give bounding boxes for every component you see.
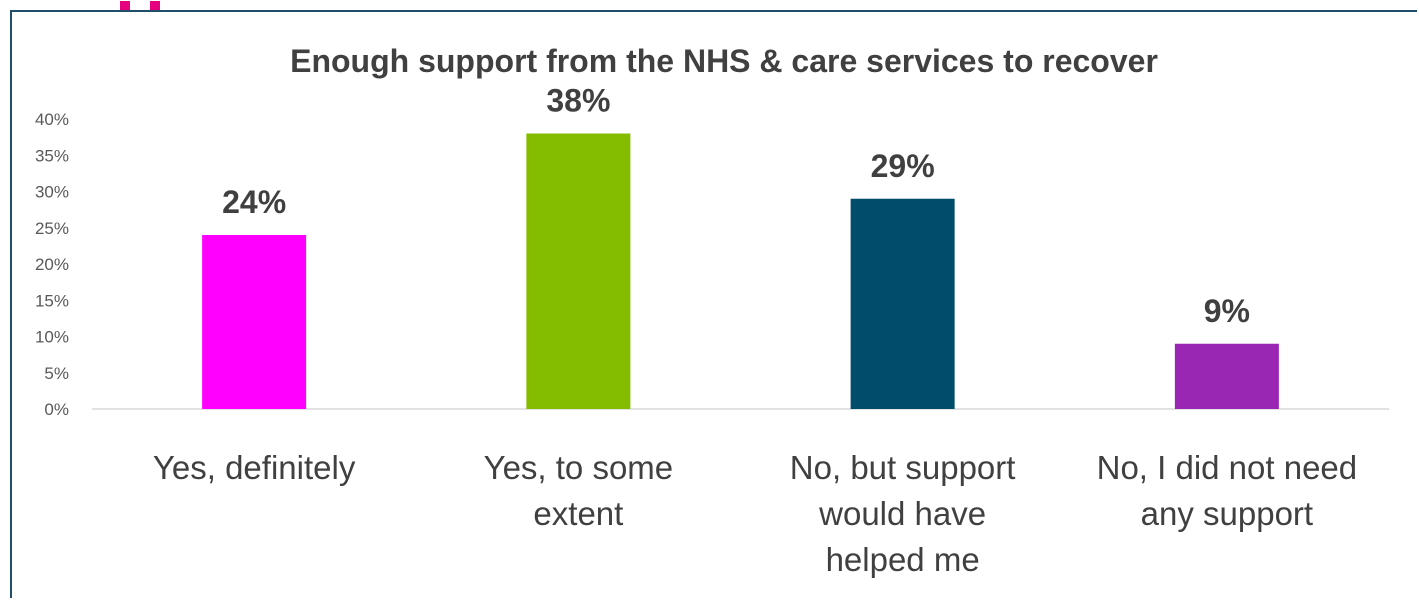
y-tick-label: 35% xyxy=(35,146,69,165)
y-tick-label: 40% xyxy=(35,110,69,129)
bar xyxy=(526,133,631,409)
bar xyxy=(1174,343,1279,409)
data-label: 29% xyxy=(871,148,935,184)
y-tick-label: 0% xyxy=(44,400,69,419)
x-tick-label: Yes, to some extent xyxy=(484,449,674,532)
x-tick-label: No, but support would have helped me xyxy=(790,449,1016,578)
value-labels: 24% 38% 29% 9% xyxy=(222,83,1250,329)
data-label: 38% xyxy=(546,83,610,119)
y-tick-label: 30% xyxy=(35,183,69,202)
x-tick-label-line: helped me xyxy=(826,541,980,578)
x-tick-label-line: extent xyxy=(533,495,623,532)
y-tick-label: 15% xyxy=(35,291,69,310)
y-tick-label: 20% xyxy=(35,255,69,274)
chart-title: Enough support from the NHS & care servi… xyxy=(290,43,1158,79)
y-axis: 0% 5% 10% 15% 20% 25% 30% 35% 40% xyxy=(35,110,69,419)
y-tick-label: 5% xyxy=(44,364,69,383)
x-tick-label-line: would have xyxy=(818,495,986,532)
bars xyxy=(202,133,1279,409)
data-label: 24% xyxy=(222,184,286,220)
x-tick-label-line: No, but support xyxy=(790,449,1016,486)
bar xyxy=(202,235,307,409)
brand-corner-shapes xyxy=(120,1,160,13)
y-tick-label: 10% xyxy=(35,328,69,347)
brand-bar-right xyxy=(150,1,160,13)
x-tick-label-line: Yes, definitely xyxy=(153,449,356,486)
chart-panel: Enough support from the NHS & care servi… xyxy=(10,10,1417,598)
y-tick-label: 25% xyxy=(35,219,69,238)
x-tick-label-line: any support xyxy=(1141,495,1313,532)
x-tick-label: Yes, definitely xyxy=(153,449,356,486)
brand-corner-mark xyxy=(0,0,200,13)
x-tick-label-line: Yes, to some xyxy=(484,449,674,486)
bar-chart: Enough support from the NHS & care servi… xyxy=(35,43,1389,578)
data-label: 9% xyxy=(1204,293,1250,329)
x-tick-label: No, I did not need any support xyxy=(1097,449,1358,532)
x-axis: Yes, definitely Yes, to some extent No, but… xyxy=(153,449,1357,578)
x-tick-label-line: No, I did not need xyxy=(1097,449,1358,486)
brand-bar-left xyxy=(120,1,130,13)
bar xyxy=(850,198,955,409)
